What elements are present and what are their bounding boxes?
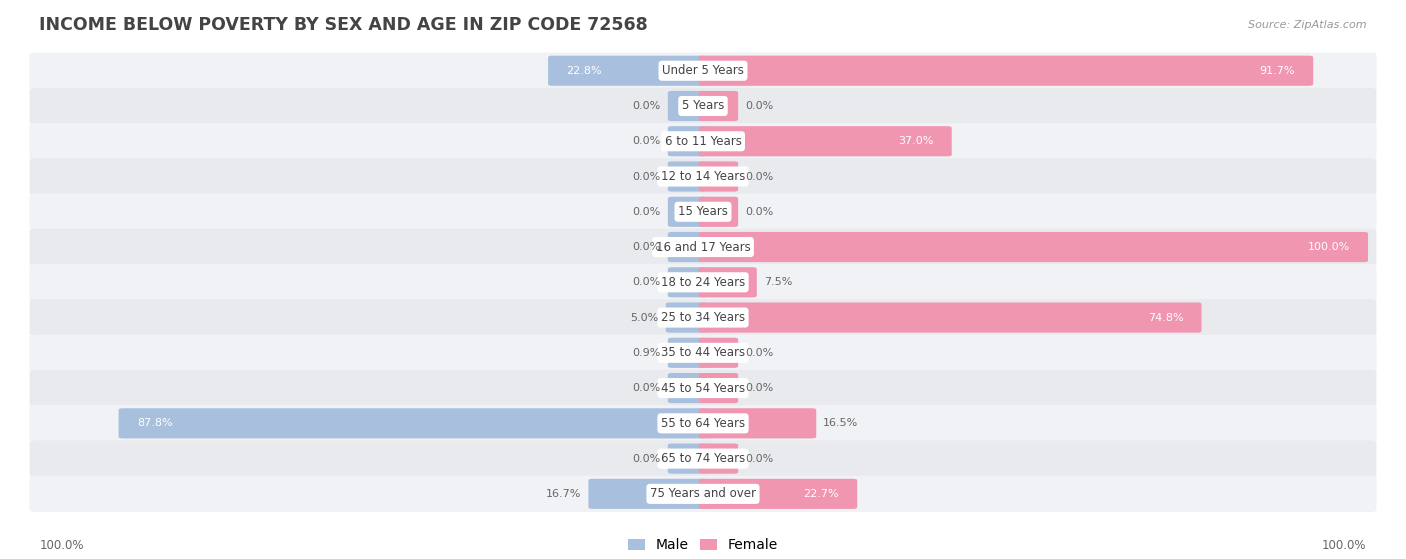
Text: 12 to 14 Years: 12 to 14 Years <box>661 170 745 183</box>
Text: 0.0%: 0.0% <box>633 277 661 287</box>
Text: Under 5 Years: Under 5 Years <box>662 64 744 77</box>
FancyBboxPatch shape <box>30 440 1376 477</box>
Text: 0.0%: 0.0% <box>633 172 661 182</box>
Text: 0.0%: 0.0% <box>633 383 661 393</box>
Text: 22.8%: 22.8% <box>567 66 602 75</box>
FancyBboxPatch shape <box>668 443 707 473</box>
FancyBboxPatch shape <box>30 370 1376 406</box>
Text: 74.8%: 74.8% <box>1147 312 1184 323</box>
Text: 45 to 54 Years: 45 to 54 Years <box>661 382 745 395</box>
FancyBboxPatch shape <box>668 91 707 121</box>
Text: 0.0%: 0.0% <box>745 101 773 111</box>
FancyBboxPatch shape <box>699 56 1313 86</box>
FancyBboxPatch shape <box>30 476 1376 512</box>
FancyBboxPatch shape <box>30 158 1376 195</box>
FancyBboxPatch shape <box>666 302 707 333</box>
Text: 0.0%: 0.0% <box>633 242 661 252</box>
Text: 16.7%: 16.7% <box>546 489 582 499</box>
Text: 0.0%: 0.0% <box>745 453 773 463</box>
Text: 100.0%: 100.0% <box>1322 538 1367 552</box>
Text: 91.7%: 91.7% <box>1260 66 1295 75</box>
Text: 0.0%: 0.0% <box>633 101 661 111</box>
Text: 7.5%: 7.5% <box>763 277 792 287</box>
Text: INCOME BELOW POVERTY BY SEX AND AGE IN ZIP CODE 72568: INCOME BELOW POVERTY BY SEX AND AGE IN Z… <box>39 16 648 34</box>
FancyBboxPatch shape <box>699 479 858 509</box>
FancyBboxPatch shape <box>699 91 738 121</box>
FancyBboxPatch shape <box>30 88 1376 124</box>
FancyBboxPatch shape <box>668 162 707 192</box>
FancyBboxPatch shape <box>699 232 1368 262</box>
FancyBboxPatch shape <box>699 267 756 297</box>
Text: 87.8%: 87.8% <box>136 418 173 428</box>
Text: 0.0%: 0.0% <box>745 172 773 182</box>
FancyBboxPatch shape <box>30 405 1376 442</box>
FancyBboxPatch shape <box>668 373 707 403</box>
Text: Source: ZipAtlas.com: Source: ZipAtlas.com <box>1249 20 1367 30</box>
FancyBboxPatch shape <box>118 408 707 438</box>
FancyBboxPatch shape <box>699 126 952 157</box>
FancyBboxPatch shape <box>668 126 707 157</box>
Text: 35 to 44 Years: 35 to 44 Years <box>661 347 745 359</box>
FancyBboxPatch shape <box>699 443 738 473</box>
Text: 0.0%: 0.0% <box>745 207 773 217</box>
Text: 18 to 24 Years: 18 to 24 Years <box>661 276 745 289</box>
Text: 5 Years: 5 Years <box>682 100 724 112</box>
FancyBboxPatch shape <box>699 162 738 192</box>
FancyBboxPatch shape <box>589 479 707 509</box>
FancyBboxPatch shape <box>30 335 1376 371</box>
FancyBboxPatch shape <box>30 229 1376 265</box>
Text: 16.5%: 16.5% <box>824 418 859 428</box>
FancyBboxPatch shape <box>30 300 1376 336</box>
FancyBboxPatch shape <box>548 56 707 86</box>
Text: 25 to 34 Years: 25 to 34 Years <box>661 311 745 324</box>
Text: 6 to 11 Years: 6 to 11 Years <box>665 135 741 148</box>
FancyBboxPatch shape <box>668 232 707 262</box>
Text: 55 to 64 Years: 55 to 64 Years <box>661 417 745 430</box>
Text: 75 Years and over: 75 Years and over <box>650 487 756 500</box>
Text: 100.0%: 100.0% <box>39 538 84 552</box>
Text: 16 and 17 Years: 16 and 17 Years <box>655 240 751 254</box>
Text: 0.0%: 0.0% <box>745 383 773 393</box>
Text: 0.0%: 0.0% <box>633 207 661 217</box>
Text: 5.0%: 5.0% <box>630 312 658 323</box>
Text: 0.0%: 0.0% <box>633 136 661 146</box>
Text: 65 to 74 Years: 65 to 74 Years <box>661 452 745 465</box>
FancyBboxPatch shape <box>699 408 817 438</box>
FancyBboxPatch shape <box>30 53 1376 89</box>
FancyBboxPatch shape <box>30 123 1376 159</box>
FancyBboxPatch shape <box>699 373 738 403</box>
Text: 0.0%: 0.0% <box>633 453 661 463</box>
FancyBboxPatch shape <box>668 338 707 368</box>
Text: 15 Years: 15 Years <box>678 205 728 218</box>
Text: 100.0%: 100.0% <box>1308 242 1350 252</box>
Text: 0.9%: 0.9% <box>633 348 661 358</box>
Text: 22.7%: 22.7% <box>803 489 839 499</box>
FancyBboxPatch shape <box>668 267 707 297</box>
FancyBboxPatch shape <box>30 264 1376 301</box>
FancyBboxPatch shape <box>699 197 738 227</box>
Text: 0.0%: 0.0% <box>745 348 773 358</box>
FancyBboxPatch shape <box>699 338 738 368</box>
Text: 37.0%: 37.0% <box>898 136 934 146</box>
Legend: Male, Female: Male, Female <box>628 538 778 552</box>
FancyBboxPatch shape <box>699 302 1202 333</box>
FancyBboxPatch shape <box>668 197 707 227</box>
FancyBboxPatch shape <box>30 193 1376 230</box>
